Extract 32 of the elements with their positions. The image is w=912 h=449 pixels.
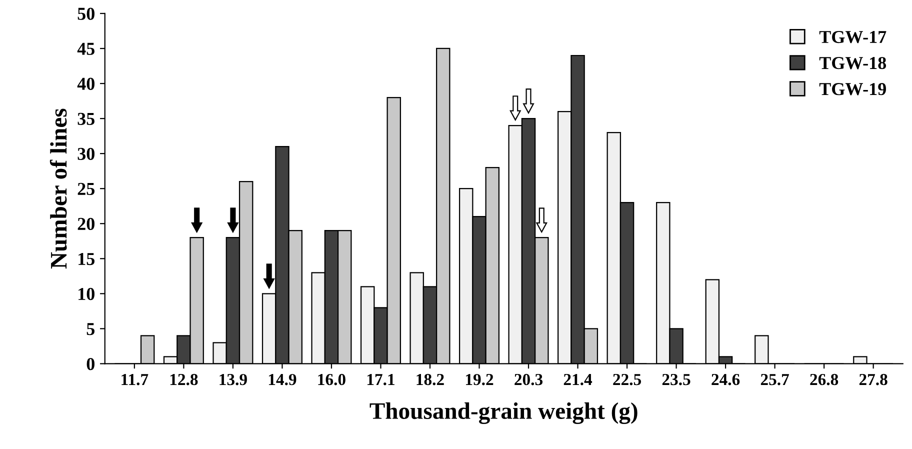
x-tick-label: 16.0 [318,374,346,386]
y-tick-label: 20 [78,218,94,230]
y-tick-label: 35 [78,112,94,125]
x-tick-label: 14.9 [268,374,296,386]
y-tick-label: 30 [78,148,94,160]
x-tick-label: 12.8 [170,374,198,386]
x-tick-label: 20.3 [514,374,543,386]
legend-label: TGW-17 [819,30,886,44]
x-tick-label: 19.2 [466,374,494,386]
y-tick-label: 15 [78,252,94,266]
y-tick-label: 50 [78,8,94,20]
x-tick-label: 11.7 [122,374,148,386]
legend-label: TGW-18 [819,56,886,70]
y-tick-label: 0 [86,358,94,370]
x-tick-label: 26.8 [810,374,838,386]
x-tick-label: 22.5 [613,374,641,386]
y-axis-title: Number of lines [50,108,67,269]
x-axis-title: Thousand-grain weight (g) [370,402,638,424]
x-tick-label: 13.9 [220,374,247,386]
legend-label: TGW-19 [819,83,886,96]
y-tick-label: 10 [78,288,94,300]
x-tick-label: 17.1 [367,374,394,386]
x-tick-label: 23.5 [662,374,690,386]
x-tick-label: 27.8 [859,374,888,386]
y-tick-label: 25 [78,182,94,196]
x-tick-label: 18.2 [416,374,444,386]
x-tick-label: 24.6 [712,374,740,386]
x-tick-label: 25.7 [760,374,789,386]
x-tick-label: 21.4 [564,374,592,386]
y-tick-label: 45 [77,42,94,55]
y-tick-label: 40 [77,78,94,90]
y-tick-label: 5 [86,323,94,336]
